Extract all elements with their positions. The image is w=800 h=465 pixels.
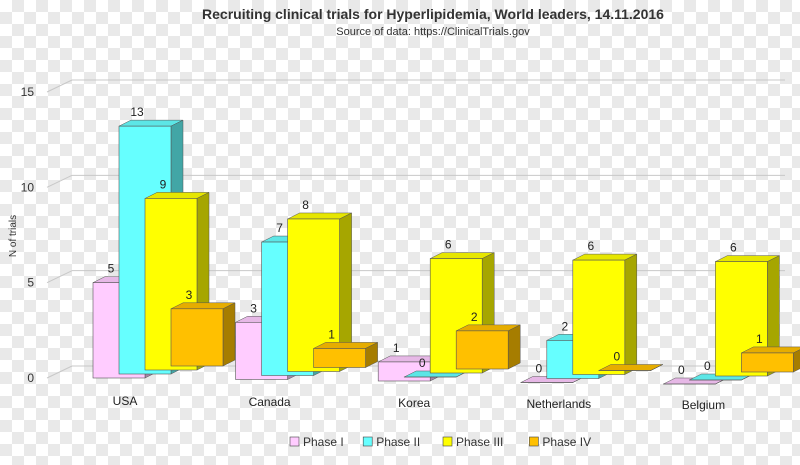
bar [598, 364, 663, 371]
y-axis-ticks: 0 5 10 15 [21, 85, 35, 385]
category-label: Netherlands [526, 397, 591, 411]
category-label: USA [113, 394, 138, 408]
bar-front-face [455, 330, 509, 370]
y-tick-label: 10 [21, 180, 35, 194]
bar-side-face [507, 324, 521, 370]
legend-item: Phase IV [542, 435, 591, 449]
data-label: 0 [535, 362, 542, 376]
data-label: 8 [302, 198, 309, 212]
chart-subtitle: Source of data: https://ClinicalTrials.g… [336, 26, 530, 38]
legend-swatch [362, 436, 373, 447]
bar [170, 302, 236, 367]
y-tick-label: 5 [27, 276, 34, 290]
bar-front-face [313, 348, 366, 368]
category-label: Korea [398, 396, 430, 410]
bars [92, 119, 800, 385]
bar-side-face [650, 364, 663, 371]
category-label: Canada [249, 395, 291, 409]
gridline-depth [46, 270, 73, 284]
bar-side-face [624, 253, 638, 375]
data-label: 3 [250, 301, 257, 315]
data-label: 0 [704, 359, 711, 373]
bar [287, 212, 352, 372]
legend-item: Phase I [303, 435, 344, 449]
data-label: 6 [730, 241, 737, 255]
bar-front-face [572, 259, 626, 375]
data-label: 0 [678, 363, 685, 377]
gridline-depth [46, 174, 73, 188]
bar-side-face [222, 302, 236, 367]
data-label: 3 [186, 288, 193, 302]
data-label: 5 [108, 262, 115, 276]
data-label: 7 [276, 221, 283, 235]
legend-swatch [529, 436, 539, 447]
data-label: 9 [160, 177, 167, 191]
bar [313, 342, 378, 368]
data-label: 0 [613, 350, 620, 364]
category-labels: USA Canada Korea Netherlands Belgium [113, 394, 725, 412]
legend-item: Phase III [456, 435, 503, 449]
data-label: 1 [756, 332, 763, 346]
data-label: 6 [587, 239, 594, 253]
data-label: 13 [130, 105, 144, 119]
bar-front-face [170, 308, 224, 367]
bar [572, 253, 638, 375]
data-label: 0 [419, 356, 426, 370]
category-label: Belgium [682, 398, 725, 412]
gridline-depth [46, 79, 73, 93]
bar [741, 346, 800, 373]
y-tick-label: 0 [27, 371, 34, 385]
legend-swatch [289, 436, 300, 447]
data-label: 1 [393, 341, 400, 355]
chart-title: Recruiting clinical trials for Hyperlipi… [202, 6, 664, 22]
bar-front-face [741, 352, 794, 373]
bar [455, 324, 521, 370]
data-label: 2 [561, 319, 568, 333]
gridline-depth [46, 365, 73, 379]
legend: Phase I Phase II Phase III Phase IV [289, 435, 591, 449]
y-tick-label: 15 [21, 85, 35, 99]
legend-item: Phase II [376, 435, 420, 449]
data-label: 6 [445, 238, 452, 252]
data-label: 1 [328, 327, 335, 341]
legend-swatch [442, 436, 453, 447]
data-label: 2 [471, 310, 478, 324]
y-axis-label: N of trials [8, 215, 19, 257]
